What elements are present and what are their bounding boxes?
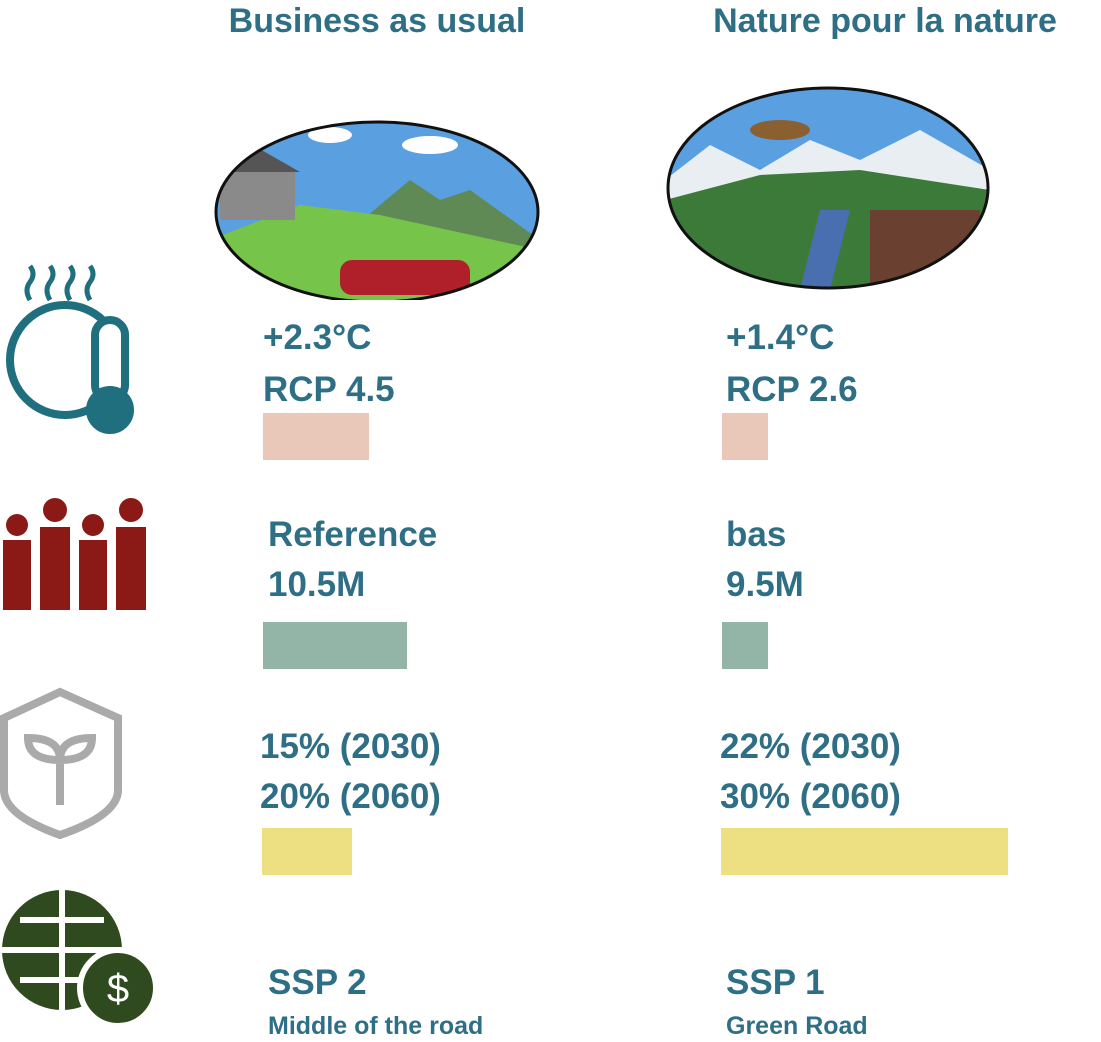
- row-text: 30% (2060): [720, 777, 901, 817]
- protection-icon: [4, 692, 118, 835]
- illustration-nature: [660, 85, 1000, 295]
- row-text: bas: [726, 515, 786, 555]
- row-text: SSP 2: [268, 963, 367, 1003]
- population-icon: [3, 498, 146, 610]
- row-text: 15% (2030): [260, 727, 441, 767]
- bar: [721, 828, 1008, 875]
- economy-icon: $: [2, 890, 156, 1026]
- row-icons: $: [0, 0, 160, 1042]
- row-text: 20% (2060): [260, 777, 441, 817]
- row-subtext: Middle of the road: [268, 1012, 483, 1041]
- row-text: 22% (2030): [720, 727, 901, 767]
- svg-text:$: $: [107, 967, 129, 1011]
- illustrations: [0, 0, 1101, 300]
- bar: [722, 413, 768, 460]
- row-text: 10.5M: [268, 565, 365, 605]
- row-text: SSP 1: [726, 963, 825, 1003]
- row-subtext: Green Road: [726, 1012, 868, 1041]
- row-text: RCP 4.5: [263, 370, 395, 410]
- bar: [262, 828, 352, 875]
- row-text: Reference: [268, 515, 437, 555]
- infographic: Business as usual Nature pour la nature: [0, 0, 1101, 1042]
- row-text: +2.3°C: [263, 318, 371, 358]
- bar: [263, 622, 407, 669]
- bar: [263, 413, 369, 460]
- row-text: 9.5M: [726, 565, 804, 605]
- climate-icon: [10, 266, 130, 430]
- row-text: RCP 2.6: [726, 370, 858, 410]
- bar: [722, 622, 768, 669]
- row-text: +1.4°C: [726, 318, 834, 358]
